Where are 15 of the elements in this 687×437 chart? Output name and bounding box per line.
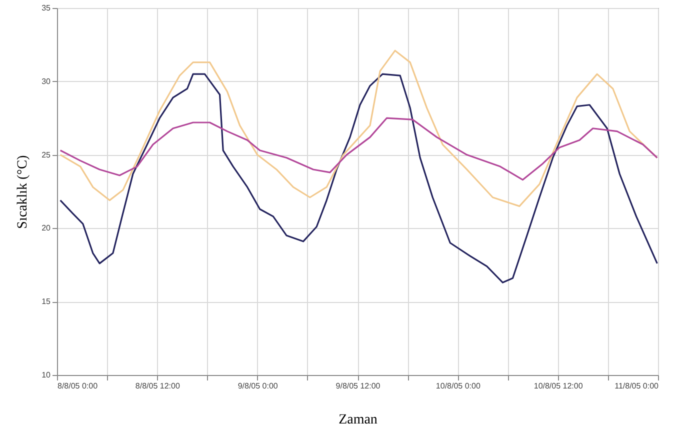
y-tick-label: 35 [42, 4, 52, 12]
x-tick-label: 10/8/05 12:00 [534, 382, 584, 390]
y-tick-label: 10 [42, 370, 52, 380]
y-tick-label: 25 [42, 150, 52, 160]
y-tick-label: 30 [42, 76, 52, 86]
y-tick-label: 20 [42, 224, 52, 233]
y-tick-label: 15 [42, 297, 52, 306]
x-tick-label: 9/8/05 0:00 [238, 382, 278, 390]
x-tick-label: 8/8/05 12:00 [135, 382, 180, 390]
x-tick-label: 10/8/05 0:00 [436, 382, 481, 390]
x-tick-label: 8/8/05 0:00 [58, 382, 98, 390]
x-tick-label: 11/8/05 0:00 [614, 382, 660, 390]
y-axis-title: Sıcaklık (°C) [16, 154, 31, 229]
x-axis-title: Zaman [338, 412, 378, 428]
x-tick-label: 9/8/05 12:00 [336, 382, 381, 390]
